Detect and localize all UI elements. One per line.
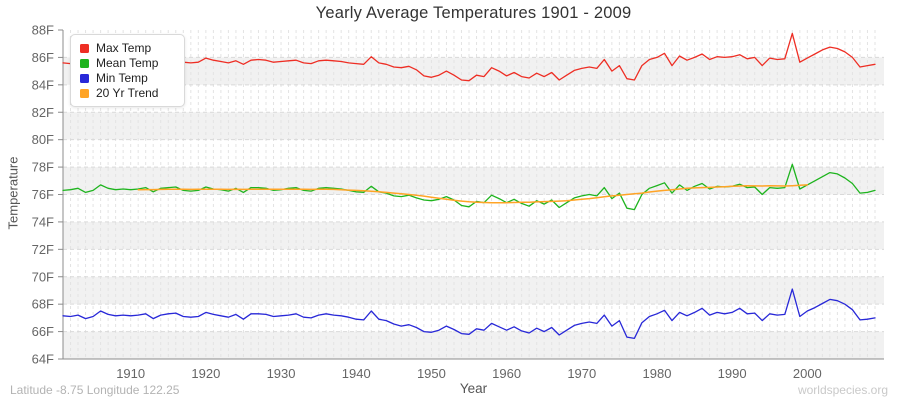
x-tick-label: 1910 [116,366,145,381]
y-tick-label: 72F [32,242,54,257]
y-tick-label: 86F [32,50,54,65]
x-axis-title: Year [459,381,488,396]
y-tick-label: 88F [32,23,54,38]
chart-title: Yearly Average Temperatures 1901 - 2009 [315,4,632,22]
x-tick-label: 1930 [267,366,296,381]
legend-label: Min Temp [96,71,148,85]
mean-temp-swatch-icon [80,58,89,68]
plot-band [63,57,884,85]
legend-label: Max Temp [96,41,152,55]
x-tick-label: 1970 [567,366,596,381]
y-tick-label: 80F [32,132,54,147]
y-tick-label: 76F [32,187,54,202]
legend-label: 20 Yr Trend [96,86,159,100]
y-tick-label: 70F [32,269,54,284]
series-line-max-temp [62,32,876,82]
x-tick-label: 1990 [718,366,747,381]
legend-item-mean-temp: Mean Temp [80,57,158,69]
y-tick-label: 84F [32,77,54,92]
y-tick-label: 82F [32,105,54,120]
trend-swatch-icon [80,88,89,98]
plot-band [63,112,884,140]
y-tick-label: 64F [32,352,54,367]
series-line-mean-temp [62,163,876,211]
plot-band [63,331,884,359]
plot-band [63,276,884,305]
legend-item-max-temp: Max Temp [80,42,158,54]
x-tick-label: 1950 [417,366,446,381]
plot-band [63,221,884,250]
max-temp-swatch-icon [80,43,89,53]
y-tick-label: 78F [32,160,54,175]
x-tick-label: 1960 [492,366,521,381]
y-tick-label: 66F [32,324,54,339]
x-tick-label: 1920 [191,366,220,381]
coordinates-label: Latitude -8.75 Longitude 122.25 [10,383,180,397]
series-line-20-yr-trend [137,184,809,204]
y-tick-label: 74F [32,214,54,229]
watermark: worldspecies.org [797,383,888,397]
x-tick-label: 2000 [793,366,822,381]
x-tick-label: 1940 [342,366,371,381]
legend-label: Mean Temp [96,56,159,70]
legend: Max Temp Mean Temp Min Temp 20 Yr Trend [70,34,186,107]
legend-item-20yr-trend: 20 Yr Trend [80,87,158,99]
legend-item-min-temp: Min Temp [80,72,158,84]
x-tick-label: 1980 [643,366,672,381]
y-tick-label: 68F [32,297,54,312]
series-line-min-temp [62,288,876,340]
min-temp-swatch-icon [80,73,89,83]
